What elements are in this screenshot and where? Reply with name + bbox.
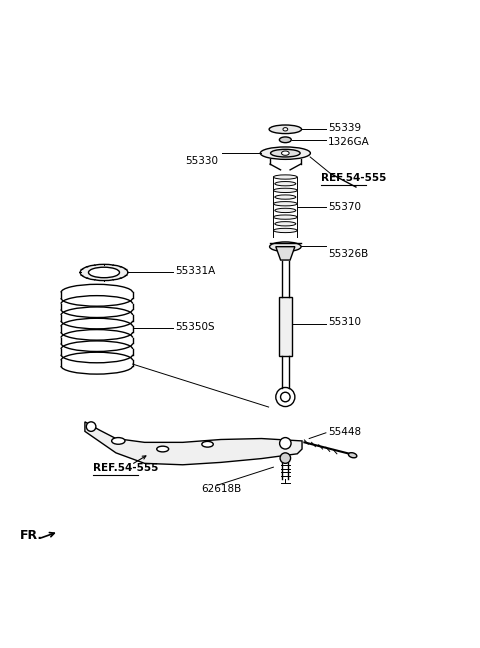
Ellipse shape [281,392,290,402]
Ellipse shape [112,437,125,445]
Ellipse shape [274,175,297,179]
Ellipse shape [275,208,296,213]
Text: 55339: 55339 [328,123,361,133]
Text: 55326B: 55326B [328,249,369,259]
Ellipse shape [348,453,357,457]
Ellipse shape [202,441,213,447]
Text: 55331A: 55331A [176,266,216,276]
Text: REF.54-555: REF.54-555 [93,463,158,473]
Text: 55310: 55310 [328,317,361,327]
Ellipse shape [157,446,168,452]
Ellipse shape [280,437,291,449]
Ellipse shape [279,137,291,143]
Ellipse shape [276,388,295,406]
Ellipse shape [274,202,297,206]
Ellipse shape [274,228,297,233]
Ellipse shape [280,453,290,463]
Ellipse shape [281,151,289,156]
Text: 55370: 55370 [328,202,361,213]
Polygon shape [85,422,302,465]
Ellipse shape [275,181,296,186]
Text: FR.: FR. [20,529,43,542]
Ellipse shape [88,267,120,278]
Text: 55350S: 55350S [176,321,215,332]
Ellipse shape [260,147,311,159]
Bar [279,297,292,356]
Ellipse shape [283,128,288,131]
Ellipse shape [86,422,96,432]
Ellipse shape [80,264,128,281]
Ellipse shape [269,125,301,133]
Text: 55448: 55448 [328,427,361,437]
Ellipse shape [274,215,297,219]
Text: 55330: 55330 [185,156,218,166]
Ellipse shape [270,242,301,251]
Text: 62618B: 62618B [201,484,241,494]
Ellipse shape [274,188,297,192]
Ellipse shape [275,195,296,199]
Polygon shape [276,247,295,260]
Text: REF.54-555: REF.54-555 [321,173,386,183]
Text: 1326GA: 1326GA [328,137,370,146]
Ellipse shape [275,222,296,226]
Ellipse shape [271,149,300,157]
